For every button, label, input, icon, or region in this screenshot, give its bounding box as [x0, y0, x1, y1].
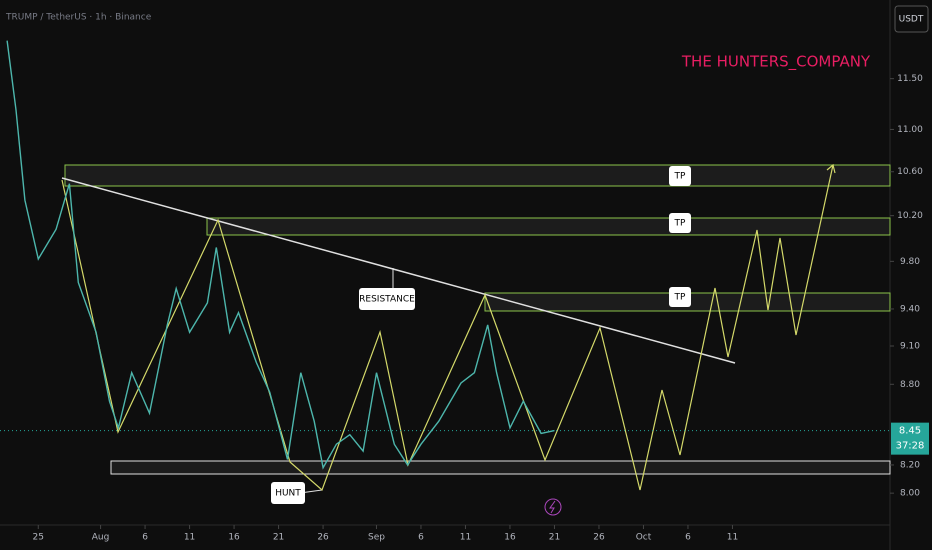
x-tick-label: 16	[504, 533, 516, 543]
price-line	[6, 40, 555, 470]
x-tick-label: 6	[142, 533, 148, 543]
x-tick-label: Aug	[92, 533, 110, 543]
y-tick-label: 9.40	[900, 304, 920, 314]
y-tick-label: 9.10	[900, 342, 920, 352]
event-icon[interactable]	[544, 498, 562, 516]
watermark: THE HUNTERS_COMPANY	[681, 53, 871, 72]
arrow-head	[826, 163, 836, 174]
x-tick-label: Sep	[368, 533, 385, 543]
y-tick-label: 11.50	[897, 74, 923, 84]
x-tick-label: 6	[685, 533, 691, 543]
label-box	[271, 482, 305, 504]
y-tick-label: 10.60	[897, 167, 923, 177]
y-tick-label: 8.80	[900, 380, 920, 390]
x-tick-label: 26	[593, 533, 605, 543]
label-box	[669, 166, 691, 186]
x-tick-label: 11	[727, 533, 738, 543]
x-tick-label: 21	[549, 533, 560, 543]
x-tick-label: 21	[273, 533, 284, 543]
label-box	[669, 287, 691, 307]
label-box	[359, 288, 415, 310]
y-tick-label: 11.00	[897, 125, 923, 135]
y-tick-label: 8.20	[900, 460, 920, 470]
last-price-box	[891, 422, 929, 455]
projection-path	[61, 164, 834, 492]
x-tick-label: 11	[460, 533, 471, 543]
label-box	[669, 213, 691, 233]
last-price-label: 8.45	[899, 426, 921, 437]
countdown-label: 37:28	[896, 441, 925, 452]
x-tick-label: 6	[418, 533, 424, 543]
hunt-label: HUNT	[275, 489, 301, 499]
support-zone	[110, 460, 891, 475]
tp-label: TP	[674, 172, 686, 182]
currency-label[interactable]: USDT	[899, 15, 924, 25]
y-tick-label: 9.80	[900, 257, 920, 267]
y-tick-label: 10.20	[897, 211, 923, 221]
y-tick-label: 8.00	[900, 489, 920, 499]
resistance-line	[61, 177, 736, 364]
symbol-title: TRUMP / TetherUS · 1h · Binance	[5, 13, 152, 23]
tp-zone	[64, 164, 891, 187]
annotations: TP TP TP RESISTANCE HUNT	[271, 166, 691, 516]
tp-zone	[206, 217, 891, 236]
currency-button[interactable]	[894, 5, 929, 33]
resistance-label: RESISTANCE	[359, 295, 415, 305]
event-icon-bolt[interactable]	[549, 500, 556, 514]
x-tick-label: 16	[228, 533, 240, 543]
tp-label: TP	[674, 293, 686, 303]
x-tick-label: 11	[184, 533, 195, 543]
x-tick-label: Oct	[636, 533, 652, 543]
tp-label: TP	[674, 219, 686, 229]
x-tick-label: 26	[317, 533, 329, 543]
x-tick-label: 25	[33, 533, 44, 543]
